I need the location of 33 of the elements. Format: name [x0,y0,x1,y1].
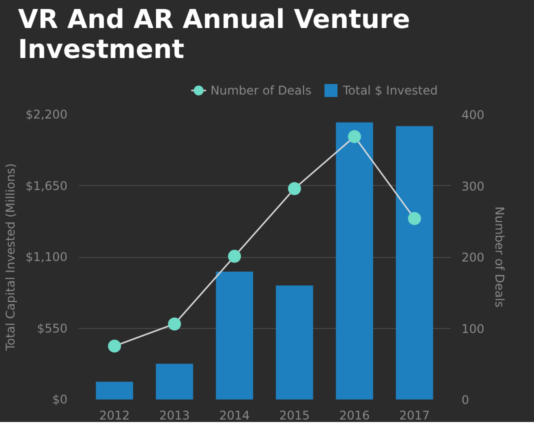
y-tick-label: $1,650 [26,178,68,193]
x-tick-label: 2013 [159,408,190,422]
x-tick-label: 2017 [399,408,430,422]
point [108,340,121,353]
bar [276,286,314,400]
y2-tick-label: 200 [462,250,484,264]
bar [156,364,194,400]
legend-label: Number of Deals [210,84,312,98]
y-tick-label: $0 [52,392,68,406]
bar [396,126,434,400]
bar [216,272,254,400]
x-tick-label: 2012 [99,408,130,422]
y2-tick-label: 400 [462,108,484,122]
x-tick-label: 2015 [279,408,310,422]
y2-axis-title: Number of Deals [492,206,506,308]
point [228,250,241,263]
y-axis-title: Total Capital Invested (Millions) [4,163,18,352]
point [168,317,181,330]
chart-title: VR And AR Annual Venture Investment [18,5,412,66]
x-tick-label: 2016 [339,408,370,422]
bar [336,122,374,400]
legend-label: Total $ Invested [342,84,438,98]
y2-tick-label: 300 [462,179,484,194]
bar [96,382,134,400]
y-tick-label: $2,200 [26,108,68,122]
y-tick-label: $550 [36,321,68,336]
y-tick-label: $1,100 [26,250,68,264]
point [288,182,301,196]
y2-tick-label: 100 [462,322,484,336]
x-tick-label: 2014 [219,408,250,422]
point [348,130,361,144]
y2-tick-label: 0 [462,393,470,407]
point [408,212,421,226]
